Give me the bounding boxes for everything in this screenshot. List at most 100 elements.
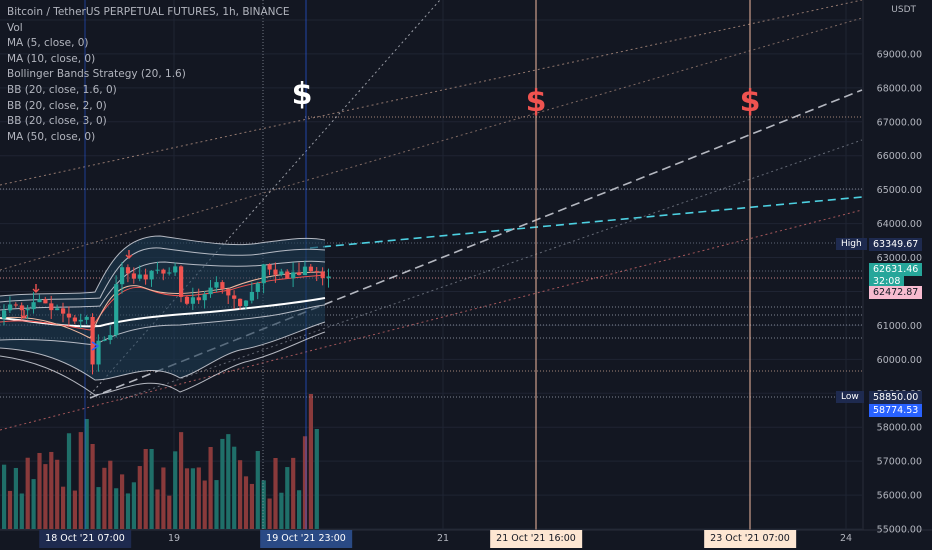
candle-body-5 (31, 302, 36, 310)
volume-bar-16 (96, 487, 101, 529)
trend-line-dashed (89, 89, 863, 399)
volume-bar-30 (179, 432, 184, 529)
below-low-tag: 58774.53 (869, 404, 923, 417)
volume-bar-10 (61, 486, 66, 529)
candle-body-44 (261, 264, 266, 284)
candle-body-46 (273, 269, 278, 275)
candle-body-36 (214, 282, 219, 288)
volume-bar-2 (13, 467, 18, 529)
legend-ma10[interactable]: MA (10, close, 0) (7, 52, 96, 65)
candle-body-30 (179, 266, 184, 297)
marker-time-1: 21 Oct '21 16:00 (490, 530, 582, 548)
candle-body-28 (167, 272, 172, 274)
volume-bar-25 (149, 449, 154, 529)
legend-title[interactable]: Bitcoin / TetherUS PERPETUAL FUTURES, 1h… (7, 6, 290, 18)
volume-bar-39 (232, 446, 237, 529)
candle-body-51 (302, 266, 308, 276)
candle-body-37 (220, 282, 225, 289)
volume-bar-38 (226, 434, 231, 529)
price-tick-6: 64000.00 (877, 219, 922, 230)
volume-bar-7 (43, 464, 48, 529)
volume-bar-1 (7, 490, 13, 529)
candle-body-45 (267, 264, 272, 270)
candle-body-27 (161, 269, 166, 274)
candle-body-3 (19, 305, 24, 311)
legend-bb-2[interactable]: BB (20, close, 2, 0) (7, 99, 107, 112)
volume-bar-41 (243, 476, 249, 529)
volume-bar-8 (49, 451, 54, 529)
volume-bar-14 (84, 419, 89, 529)
candle-body-6 (37, 299, 42, 303)
candle-body-31 (184, 296, 190, 304)
volume-bar-0 (2, 464, 7, 529)
volume-bar-33 (196, 467, 201, 529)
legend-bb-1-6[interactable]: BB (20, close, 1.6, 0) (7, 83, 117, 96)
candle-body-24 (143, 274, 148, 280)
price-tick-4: 66000.00 (877, 151, 922, 162)
volume-bar-18 (108, 460, 113, 529)
dollar-red-2: $ (740, 84, 761, 119)
candle-body-33 (196, 297, 201, 301)
volume-bar-48 (285, 467, 290, 529)
bb-line-4 (0, 321, 326, 381)
candle-body-4 (25, 309, 30, 311)
candle-body-50 (297, 272, 302, 276)
candle-body-15 (90, 316, 95, 365)
volume-bar-28 (167, 495, 172, 529)
legend-ma5[interactable]: MA (5, close, 0) (7, 37, 89, 50)
candle-body-9 (55, 308, 60, 311)
candle-body-20 (120, 267, 125, 285)
volume-bar-19 (114, 488, 119, 529)
bb-line-1 (0, 247, 326, 303)
trend-line-mid (119, 139, 863, 401)
candle-body-26 (155, 269, 160, 271)
candle-body-16 (96, 340, 101, 365)
candle-body-34 (202, 294, 207, 301)
time-label-21: 21 (436, 533, 450, 544)
volume-bar-40 (238, 460, 243, 529)
sell-arrow-0 (32, 284, 40, 293)
candle-body-49 (291, 272, 296, 279)
volume-bar-35 (208, 446, 213, 529)
legend-vol[interactable]: Vol (7, 21, 23, 34)
currency-label: USDT (891, 5, 916, 15)
current-price-tag: 62631.46 (869, 263, 923, 276)
candle-body-54 (320, 271, 325, 279)
volume-bar-50 (297, 490, 302, 529)
volume-bar-23 (137, 466, 142, 529)
legend-bb-strategy[interactable]: Bollinger Bands Strategy (20, 1.6) (7, 68, 186, 81)
candle-body-39 (232, 295, 237, 299)
candle-body-48 (285, 271, 290, 279)
volume-bar-53 (314, 429, 319, 529)
candle-body-14 (84, 316, 89, 320)
volume-bar-5 (31, 479, 36, 529)
legend-bb-3[interactable]: BB (20, close, 3, 0) (7, 115, 107, 128)
volume-bar-32 (190, 468, 195, 529)
trend-line-top (0, 0, 863, 186)
candle-body-35 (208, 287, 213, 295)
candle-body-17 (102, 339, 107, 341)
volume-bar-27 (161, 467, 166, 529)
trend-line-cyan (309, 196, 863, 249)
marker-time-2: 23 Oct '21 07:00 (704, 530, 796, 548)
candle-body-42 (249, 291, 254, 301)
candle-body-0 (2, 310, 7, 319)
legend-ma50[interactable]: MA (50, close, 0) (7, 130, 96, 143)
high-value-tag: 63349.67 (869, 238, 923, 251)
volume-bar-21 (125, 493, 131, 529)
candle-body-18 (108, 335, 113, 340)
candle-body-38 (226, 288, 231, 296)
volume-bar-15 (90, 444, 95, 529)
low-name-tag: Low (836, 391, 864, 403)
price-tick-9: 61000.00 (877, 321, 922, 332)
price-tick-14: 56000.00 (877, 491, 922, 502)
bb-line-5 (0, 331, 326, 396)
candle-body-21 (125, 267, 131, 274)
volume-bar-43 (255, 450, 260, 529)
volume-bar-37 (220, 438, 225, 529)
candle-body-1 (7, 304, 13, 311)
sell-arrow-2 (20, 310, 28, 319)
volume-bar-12 (72, 490, 77, 529)
